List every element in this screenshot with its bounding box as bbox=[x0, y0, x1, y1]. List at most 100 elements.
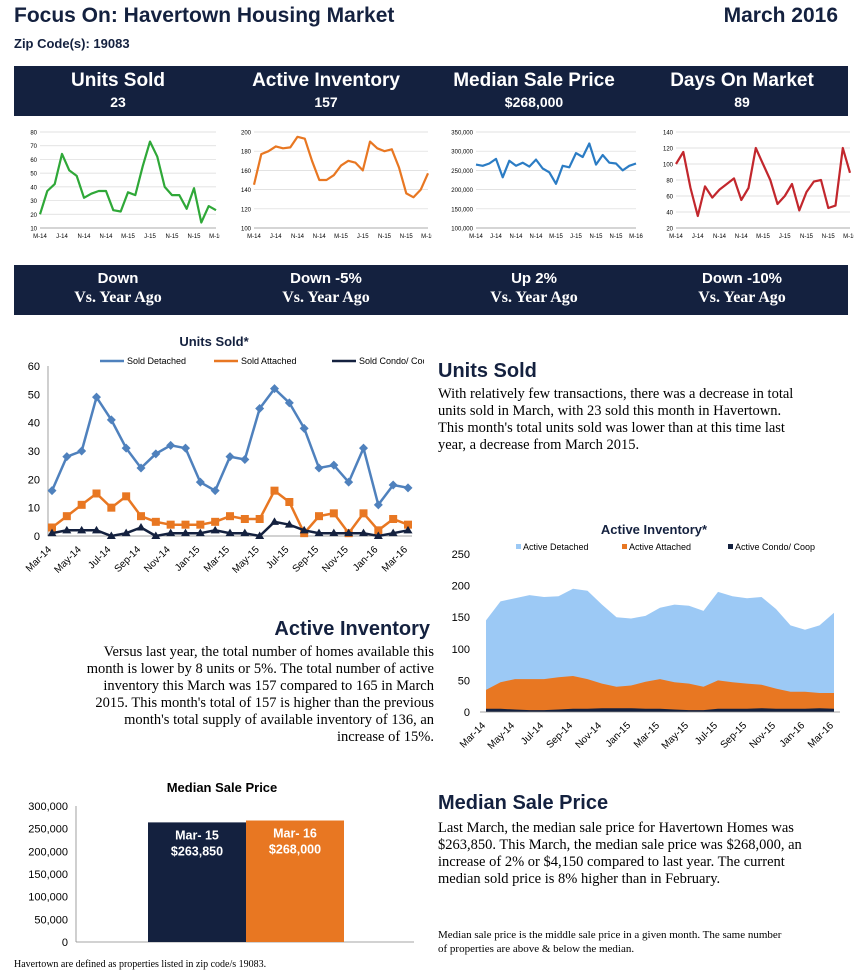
x-tick-label: Mar-14 bbox=[458, 720, 488, 750]
x-tick-label: M-14 bbox=[33, 234, 47, 240]
data-point bbox=[225, 452, 235, 462]
data-line bbox=[675, 146, 852, 218]
data-point bbox=[285, 498, 294, 506]
y-tick-label: 250,000 bbox=[451, 169, 473, 175]
data-point bbox=[92, 489, 101, 498]
data-point bbox=[255, 531, 265, 539]
x-tick-label: N-14 bbox=[713, 234, 727, 240]
change-text: Up 2% bbox=[511, 270, 557, 287]
legend-label: Active Attached bbox=[629, 542, 691, 552]
x-tick-label: J-14 bbox=[490, 234, 502, 240]
summary-label: Active Inventory bbox=[252, 70, 400, 91]
y-tick-label: 150 bbox=[452, 612, 470, 624]
bar-value-label: $263,850 bbox=[171, 844, 223, 858]
median-price-mini-chart: 350,000 300,000 250,000 200,000 150,000 100,0… bbox=[451, 131, 643, 241]
y-tick-label: 300,000 bbox=[451, 150, 473, 156]
x-tick-label: N-14 bbox=[313, 234, 327, 240]
y-tick-label: 40 bbox=[30, 185, 37, 191]
text-line: month's total supply of available invent… bbox=[124, 712, 434, 728]
data-point bbox=[329, 460, 339, 470]
data-point bbox=[106, 415, 116, 425]
data-point bbox=[210, 486, 220, 496]
x-tick-label: Jul-14 bbox=[519, 720, 546, 747]
y-tick-label: 20 bbox=[28, 474, 40, 486]
series-line bbox=[51, 488, 409, 536]
text-line: increase of 2% or $4,150 compared to las… bbox=[438, 854, 785, 870]
x-tick-label: N-15 bbox=[187, 234, 201, 240]
data-point bbox=[389, 515, 398, 523]
y-tick-label: 0 bbox=[62, 937, 68, 949]
y-tick-label: 200 bbox=[241, 131, 252, 137]
x-tick-label: N-14 bbox=[99, 234, 113, 240]
vs-text: Vs. Year Ago bbox=[698, 289, 786, 306]
legend-label: Active Detached bbox=[523, 542, 589, 552]
x-tick-label: J-15 bbox=[779, 234, 791, 240]
data-point bbox=[48, 523, 56, 532]
data-point bbox=[122, 492, 131, 501]
data-point bbox=[284, 398, 294, 408]
data-point bbox=[62, 452, 72, 462]
x-tick-label: May-14 bbox=[486, 720, 518, 752]
bar bbox=[246, 820, 344, 942]
y-tick-label: 200 bbox=[452, 581, 470, 593]
data-point bbox=[299, 525, 309, 534]
legend-label: Sold Detached bbox=[127, 356, 186, 366]
chart-title: Median Sale Price bbox=[167, 780, 278, 795]
data-point bbox=[195, 528, 205, 537]
summary-label: Median Sale Price bbox=[453, 70, 615, 91]
y-tick-label: 80 bbox=[30, 131, 37, 137]
x-tick-label: Jan-16 bbox=[351, 544, 381, 574]
x-tick-label: N-15 bbox=[165, 234, 179, 240]
active-inventory-paragraph: Versus last year, the total number of ho… bbox=[14, 644, 434, 746]
y-tick-label: 0 bbox=[464, 707, 470, 719]
data-point bbox=[284, 520, 294, 528]
data-point bbox=[373, 531, 383, 539]
data-point bbox=[77, 525, 87, 534]
data-point bbox=[106, 531, 116, 539]
y-tick-label: 150,000 bbox=[451, 207, 473, 213]
series-area bbox=[486, 708, 834, 712]
data-point bbox=[388, 528, 398, 537]
data-point bbox=[270, 384, 279, 394]
text-line: year, a decrease from March 2015. bbox=[438, 437, 640, 453]
x-tick-label: May-15 bbox=[660, 720, 692, 752]
series-area bbox=[486, 676, 834, 712]
text-line: increase of 15%. bbox=[336, 729, 434, 745]
data-point bbox=[151, 531, 161, 539]
data-point bbox=[388, 480, 398, 490]
y-tick-label: 100,000 bbox=[451, 227, 473, 233]
y-tick-label: 60 bbox=[666, 195, 673, 201]
median-price-note: Median sale price is the middle sale pri… bbox=[438, 928, 862, 956]
data-point bbox=[255, 404, 265, 413]
y-tick-label: 100 bbox=[452, 644, 470, 656]
data-point bbox=[344, 477, 354, 487]
x-tick-label: Mar-14 bbox=[24, 544, 54, 574]
change-text: Down -5% bbox=[290, 270, 362, 287]
series-line bbox=[50, 386, 409, 508]
x-tick-label: May-14 bbox=[52, 544, 84, 576]
data-point bbox=[136, 523, 146, 531]
x-tick-label: Mar-15 bbox=[202, 544, 232, 574]
data-point bbox=[47, 528, 57, 537]
x-tick-label: Nov-15 bbox=[748, 720, 779, 751]
change-text: Down -10% bbox=[701, 270, 782, 287]
x-tick-label: N-14 bbox=[291, 234, 305, 240]
x-tick-label: N-14 bbox=[735, 234, 749, 240]
y-tick-label: 30 bbox=[28, 446, 40, 458]
y-tick-label: 350,000 bbox=[451, 131, 473, 137]
data-point bbox=[359, 443, 368, 453]
x-tick-label: J-15 bbox=[144, 234, 156, 240]
vs-text: Vs. Year Ago bbox=[74, 289, 162, 306]
data-point bbox=[270, 486, 279, 495]
x-tick-label: Mar-16 bbox=[806, 720, 836, 750]
data-point bbox=[314, 463, 324, 473]
text-line: month is lower by 8 units or 5%. The tot… bbox=[86, 661, 434, 677]
x-tick-label: M-15 bbox=[121, 234, 135, 240]
y-tick-label: 150,000 bbox=[28, 869, 68, 881]
summary-label: Days On Market bbox=[670, 70, 814, 91]
x-tick-label: Jan-16 bbox=[778, 720, 808, 750]
data-line bbox=[475, 142, 637, 185]
y-tick-label: 30 bbox=[30, 199, 37, 205]
x-tick-label: N-15 bbox=[800, 234, 814, 240]
x-tick-label: Jul-14 bbox=[86, 544, 113, 571]
